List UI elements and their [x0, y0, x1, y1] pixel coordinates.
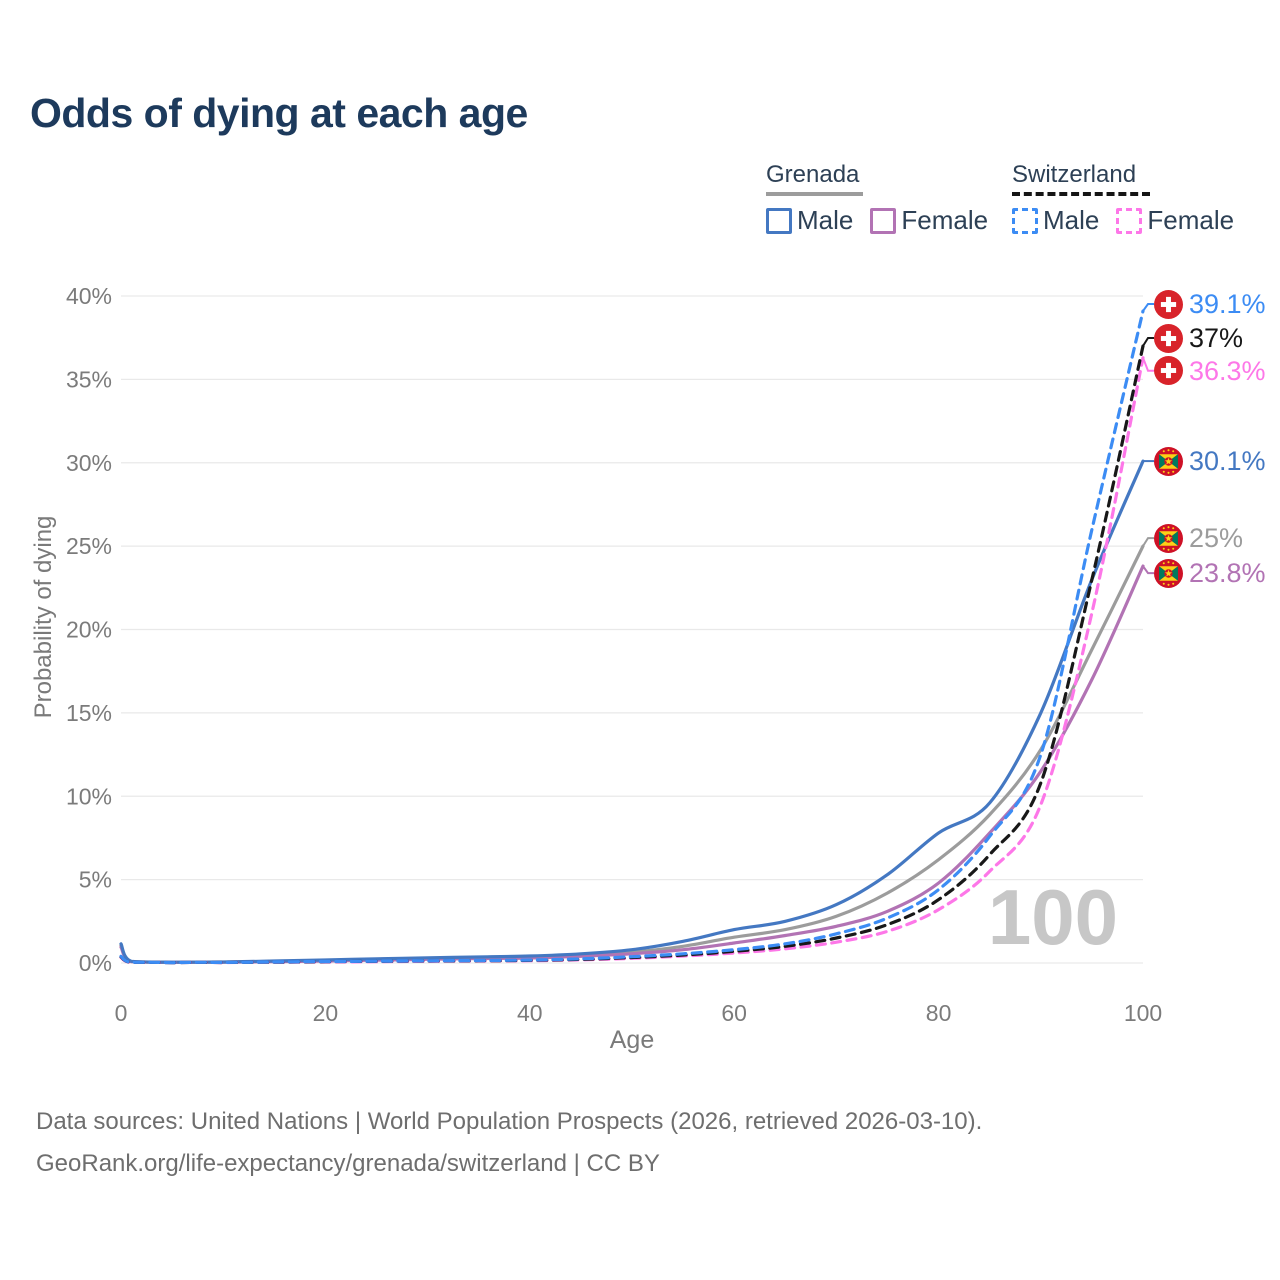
- y-tick-label: 0%: [79, 950, 112, 976]
- legend-label-grenada-male: Male: [797, 205, 854, 235]
- hover-age-watermark: 100: [988, 873, 1118, 961]
- y-tick-label: 30%: [66, 450, 112, 476]
- end-label-connector: [1142, 337, 1154, 347]
- y-axis-title: Probability of dying: [30, 515, 57, 719]
- series-line-switzerland-female[interactable]: [119, 356, 1145, 965]
- y-tick-label: 40%: [66, 283, 112, 309]
- legend-country-grenada: Grenada: [766, 161, 860, 188]
- legend-group-grenada: Grenada Male Female: [766, 163, 1066, 236]
- y-tick-label: 35%: [66, 366, 112, 392]
- legend-country-switzerland: Switzerland: [1012, 161, 1137, 188]
- legend-item-grenada-female[interactable]: Female: [870, 205, 988, 236]
- legend-item-switzerland-female[interactable]: Female: [1116, 205, 1234, 236]
- series-line-switzerland-male[interactable]: [119, 309, 1145, 965]
- x-tick-label: 60: [721, 1000, 747, 1026]
- end-label-connector: [1142, 565, 1154, 575]
- page-title: Odds of dying at each age: [30, 90, 528, 136]
- y-tick-label: 5%: [79, 867, 112, 893]
- legend-item-switzerland-male[interactable]: Male: [1012, 205, 1099, 236]
- legend-label-switzerland-male: Male: [1043, 205, 1100, 235]
- legend-group-switzerland: Switzerland Male Female: [1012, 163, 1280, 236]
- end-label-connector: [1142, 303, 1154, 312]
- x-tick-label: 0: [115, 1000, 128, 1026]
- legend-item-grenada-male[interactable]: Male: [766, 205, 853, 236]
- legend-underline-switzerland-dashed-line: [1012, 192, 1150, 196]
- x-tick-label: 20: [313, 1000, 339, 1026]
- x-axis-title: Age: [609, 1026, 655, 1054]
- legend-underline-grenada-solid-line: [766, 192, 863, 196]
- legend-label-switzerland-female: Female: [1147, 205, 1235, 235]
- end-label-connector: [1142, 357, 1154, 372]
- y-tick-label: 20%: [66, 617, 112, 643]
- x-tick-label: 100: [1124, 1000, 1162, 1026]
- x-tick-label: 80: [926, 1000, 952, 1026]
- attribution-text: GeoRank.org/life-expectancy/grenada/swit…: [36, 1150, 660, 1177]
- y-tick-label: 15%: [66, 700, 112, 726]
- grenada-male-swatch-icon: [766, 207, 792, 234]
- x-tick-label: 40: [517, 1000, 543, 1026]
- switzerland-male-swatch-icon: [1012, 207, 1038, 234]
- legend-label-grenada-female: Female: [901, 205, 989, 235]
- grenada-female-swatch-icon: [870, 207, 897, 234]
- switzerland-female-swatch-icon: [1116, 207, 1143, 234]
- end-label-connector: [1142, 537, 1154, 547]
- y-tick-label: 25%: [66, 533, 112, 559]
- y-tick-label: 10%: [66, 783, 112, 809]
- data-sources-text: Data sources: United Nations | World Pop…: [36, 1108, 983, 1135]
